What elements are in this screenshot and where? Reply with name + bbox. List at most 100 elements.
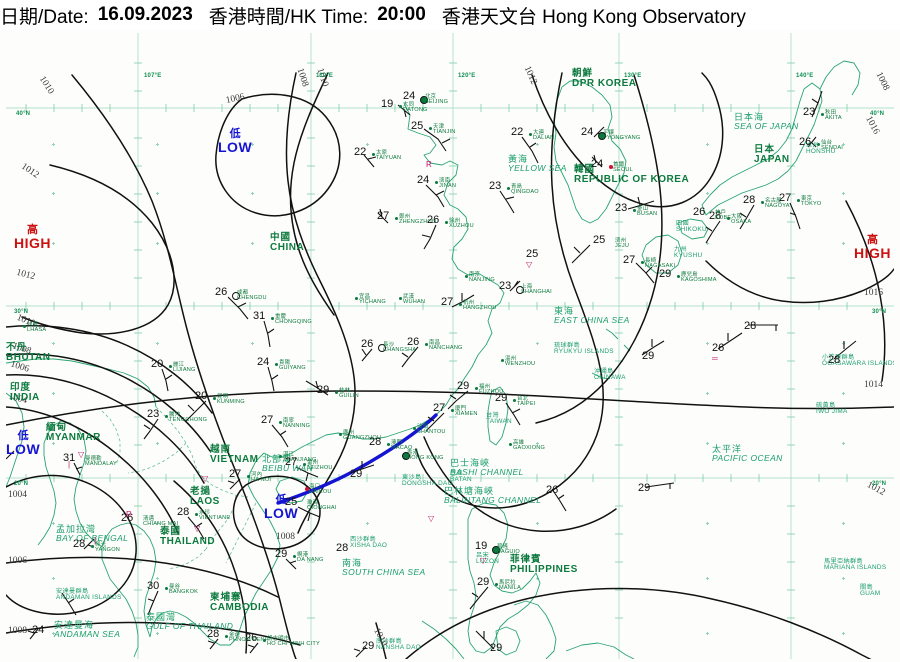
station-label: 大同 DATONG	[403, 102, 428, 114]
station-marker-filled	[420, 96, 428, 104]
station-label: 南寧 NANNING	[283, 418, 310, 430]
isobars	[6, 72, 894, 659]
station-name-en: TENGCHONG	[169, 417, 208, 424]
station-marker	[445, 221, 448, 224]
station-name-cn: 成都	[237, 290, 249, 296]
sea-en: YELLOW SEA	[508, 163, 567, 173]
station-name-en: FUZHOU	[479, 389, 504, 396]
station-name-cn: 海口	[309, 484, 321, 490]
graticule-label: 110°E	[316, 73, 334, 79]
island-label-ogasawara-islands: 小笠原群島 OGASAWARA ISLANDS	[822, 354, 894, 368]
station-label: 桂林 GUILIN	[339, 388, 359, 400]
country-en: THAILAND	[160, 535, 216, 547]
station-temperature: 27	[441, 296, 454, 308]
station-name-cn: 仰光	[95, 542, 107, 548]
station-marker	[247, 475, 250, 478]
station-name-en: HO CHI MINH CITY	[267, 641, 320, 648]
station-name-cn: 平壤	[603, 130, 615, 136]
station-label: 首爾 SEOUL	[613, 162, 633, 174]
station-temperature: 29	[275, 548, 288, 560]
sea-cn: 太平洋	[712, 444, 743, 454]
station-temperature: 24	[591, 158, 604, 170]
station-label: 永珍 VIENTIANE	[199, 510, 230, 522]
station-marker	[677, 275, 680, 278]
ship-temperature: 29	[350, 468, 363, 480]
station-name-cn: 太原	[376, 150, 388, 156]
station-name-en: PYONGYANG	[603, 135, 641, 142]
station-temperature: 19	[475, 540, 488, 552]
sea-cn: 巴士海峽	[450, 458, 491, 468]
island-label-batan: 巴旦 BATAN	[450, 470, 472, 484]
station-label: 福州 FUZHOU	[479, 384, 504, 396]
ship-temperature: 29	[362, 640, 375, 652]
island-label-dongsha-dao: 東沙島 DONGSHA DAO	[402, 474, 453, 488]
station-name-en: DATONG	[403, 107, 428, 114]
station-name-en: YANGON	[95, 547, 121, 554]
island-en: HONSHU	[806, 148, 836, 156]
station-marker	[633, 209, 636, 212]
isobar-label: 1004	[8, 490, 27, 500]
station-name-cn: 貴陽	[279, 360, 291, 366]
station-temperature: 31	[253, 310, 266, 322]
ship-temperature: 28	[828, 354, 841, 366]
island-en: GUAM	[860, 590, 881, 598]
station-name-en: BEIJING	[425, 99, 449, 106]
station-label: 香港 HONG KONG	[407, 450, 444, 462]
station-temperature: 28	[177, 506, 190, 518]
sea-en: GULF OF THAILAND	[146, 621, 234, 631]
station-temperature: 27	[779, 192, 792, 204]
station-marker	[339, 433, 342, 436]
sea-label-south-china-sea: 南海 SOUTH CHINA SEA	[342, 559, 426, 577]
station-temperature: 29	[457, 380, 470, 392]
station-name-en: QINGDAO	[511, 189, 539, 196]
weather-symbol-rain: ▽	[526, 260, 533, 269]
station-name-cn: 釜山	[637, 206, 649, 212]
station-name-cn: 武漢	[403, 294, 415, 300]
station-temperature: 20	[195, 390, 208, 402]
island-cn: 東沙島	[402, 474, 422, 481]
country-cn: 印度	[10, 382, 32, 393]
station-name-cn: 南京	[469, 272, 481, 278]
sea-en: SEA OF JAPAN	[734, 121, 799, 131]
sea-label-gulf-of-thailand: 泰國灣 GULF OF THAILAND	[146, 613, 233, 631]
station-name-en: GUILIN	[339, 393, 359, 400]
station-marker	[165, 587, 168, 590]
station-label: 曼德勒 MANDALAY	[85, 456, 117, 468]
sea-cn: 南海	[342, 558, 363, 568]
station-label: 平壤 PYONGYANG	[603, 130, 641, 142]
station-name-cn: 大連	[533, 130, 545, 136]
station-marker	[399, 105, 402, 108]
station-temperature: 26	[245, 632, 258, 644]
station-name-en: KUNMING	[217, 399, 245, 406]
sea-cn: 黃海	[508, 154, 529, 164]
station-name-cn: 高雄	[513, 440, 525, 446]
station-marker-filled	[402, 452, 410, 460]
station-label: 濟州 JEJU	[615, 238, 629, 250]
station-temperature: 28	[709, 210, 722, 222]
station-name-en: XIAMEN	[455, 411, 478, 418]
station-name-en: HANGZHOU	[463, 305, 497, 312]
station-label: 峴港 DA NANG	[297, 552, 324, 564]
island-en: RYUKYU ISLANDS	[554, 348, 614, 356]
station-temperature: 29	[317, 384, 330, 396]
organization-label: 香港天文台 Hong Kong Observatory	[441, 6, 746, 28]
country-label-vietnam: 越南 VIETNAM	[210, 445, 259, 465]
country-cn: 老撾	[190, 486, 212, 497]
pressure-centre-high-west: 高 HIGH	[14, 225, 51, 251]
sea-cn: 北部灣	[262, 454, 293, 464]
station-label: 杭州 HANGZHOU	[463, 300, 497, 312]
station-marker	[465, 275, 468, 278]
island-label-nansha-dao: 南沙群島 NANSHA DAO	[376, 638, 421, 652]
ship-temperature: 29	[638, 482, 651, 494]
country-en: CHINA	[270, 241, 305, 253]
weather-symbol-shower: ▽	[194, 524, 201, 533]
station-name-cn: 杭州	[463, 300, 475, 306]
station-label: 曼谷 BANGKOK	[169, 584, 198, 596]
station-marker-ring	[516, 286, 524, 294]
station-label: 南昌 NANCHANG	[429, 340, 463, 352]
station-marker	[279, 421, 282, 424]
station-marker	[501, 359, 504, 362]
station-name-en: YICHANG	[359, 299, 386, 306]
sea-label-sea-of-japan: 日本海 SEA OF JAPAN	[734, 113, 799, 131]
island-cn: 九州	[674, 246, 687, 253]
